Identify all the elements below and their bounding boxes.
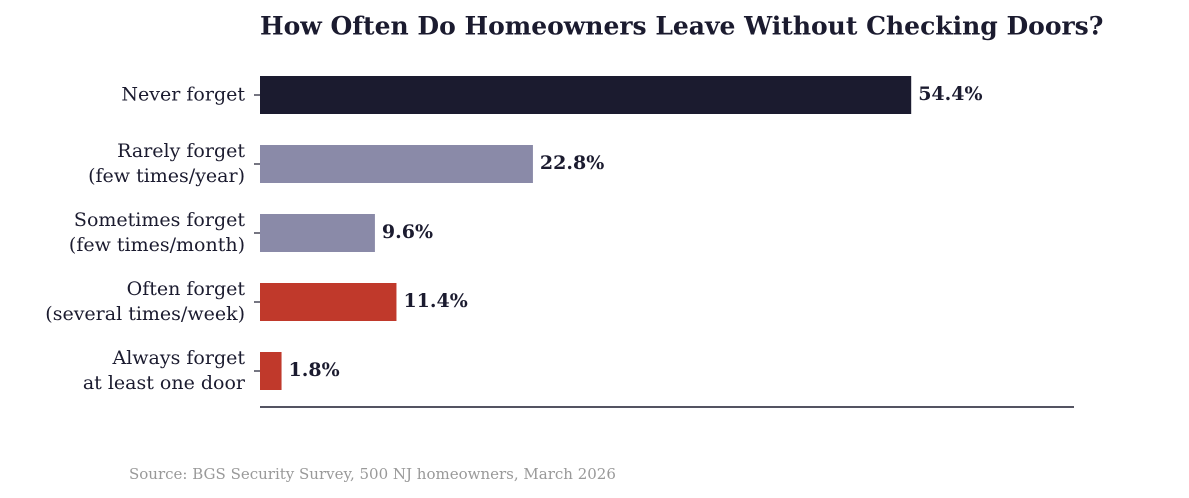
y-tick-label: Rarely forget (few times/year) (88, 140, 245, 187)
bar (260, 214, 375, 252)
y-tick-label: Often forget (several times/week) (45, 278, 245, 325)
y-tick-label: Always forget at least one door (82, 347, 245, 394)
value-label: 1.8% (289, 359, 340, 381)
bar (260, 283, 397, 321)
bar (260, 145, 533, 183)
value-label: 22.8% (540, 152, 604, 174)
value-label: 11.4% (403, 290, 467, 312)
source-note: Source: BGS Security Survey, 500 NJ home… (129, 465, 616, 483)
y-tick-label: Sometimes forget (few times/month) (68, 209, 245, 256)
value-label: 54.4% (918, 83, 982, 105)
bar (260, 76, 912, 114)
value-label: 9.6% (382, 221, 433, 243)
chart-title: How Often Do Homeowners Leave Without Ch… (260, 12, 1103, 41)
y-tick-label: Never forget (121, 83, 245, 106)
bar (260, 352, 282, 390)
